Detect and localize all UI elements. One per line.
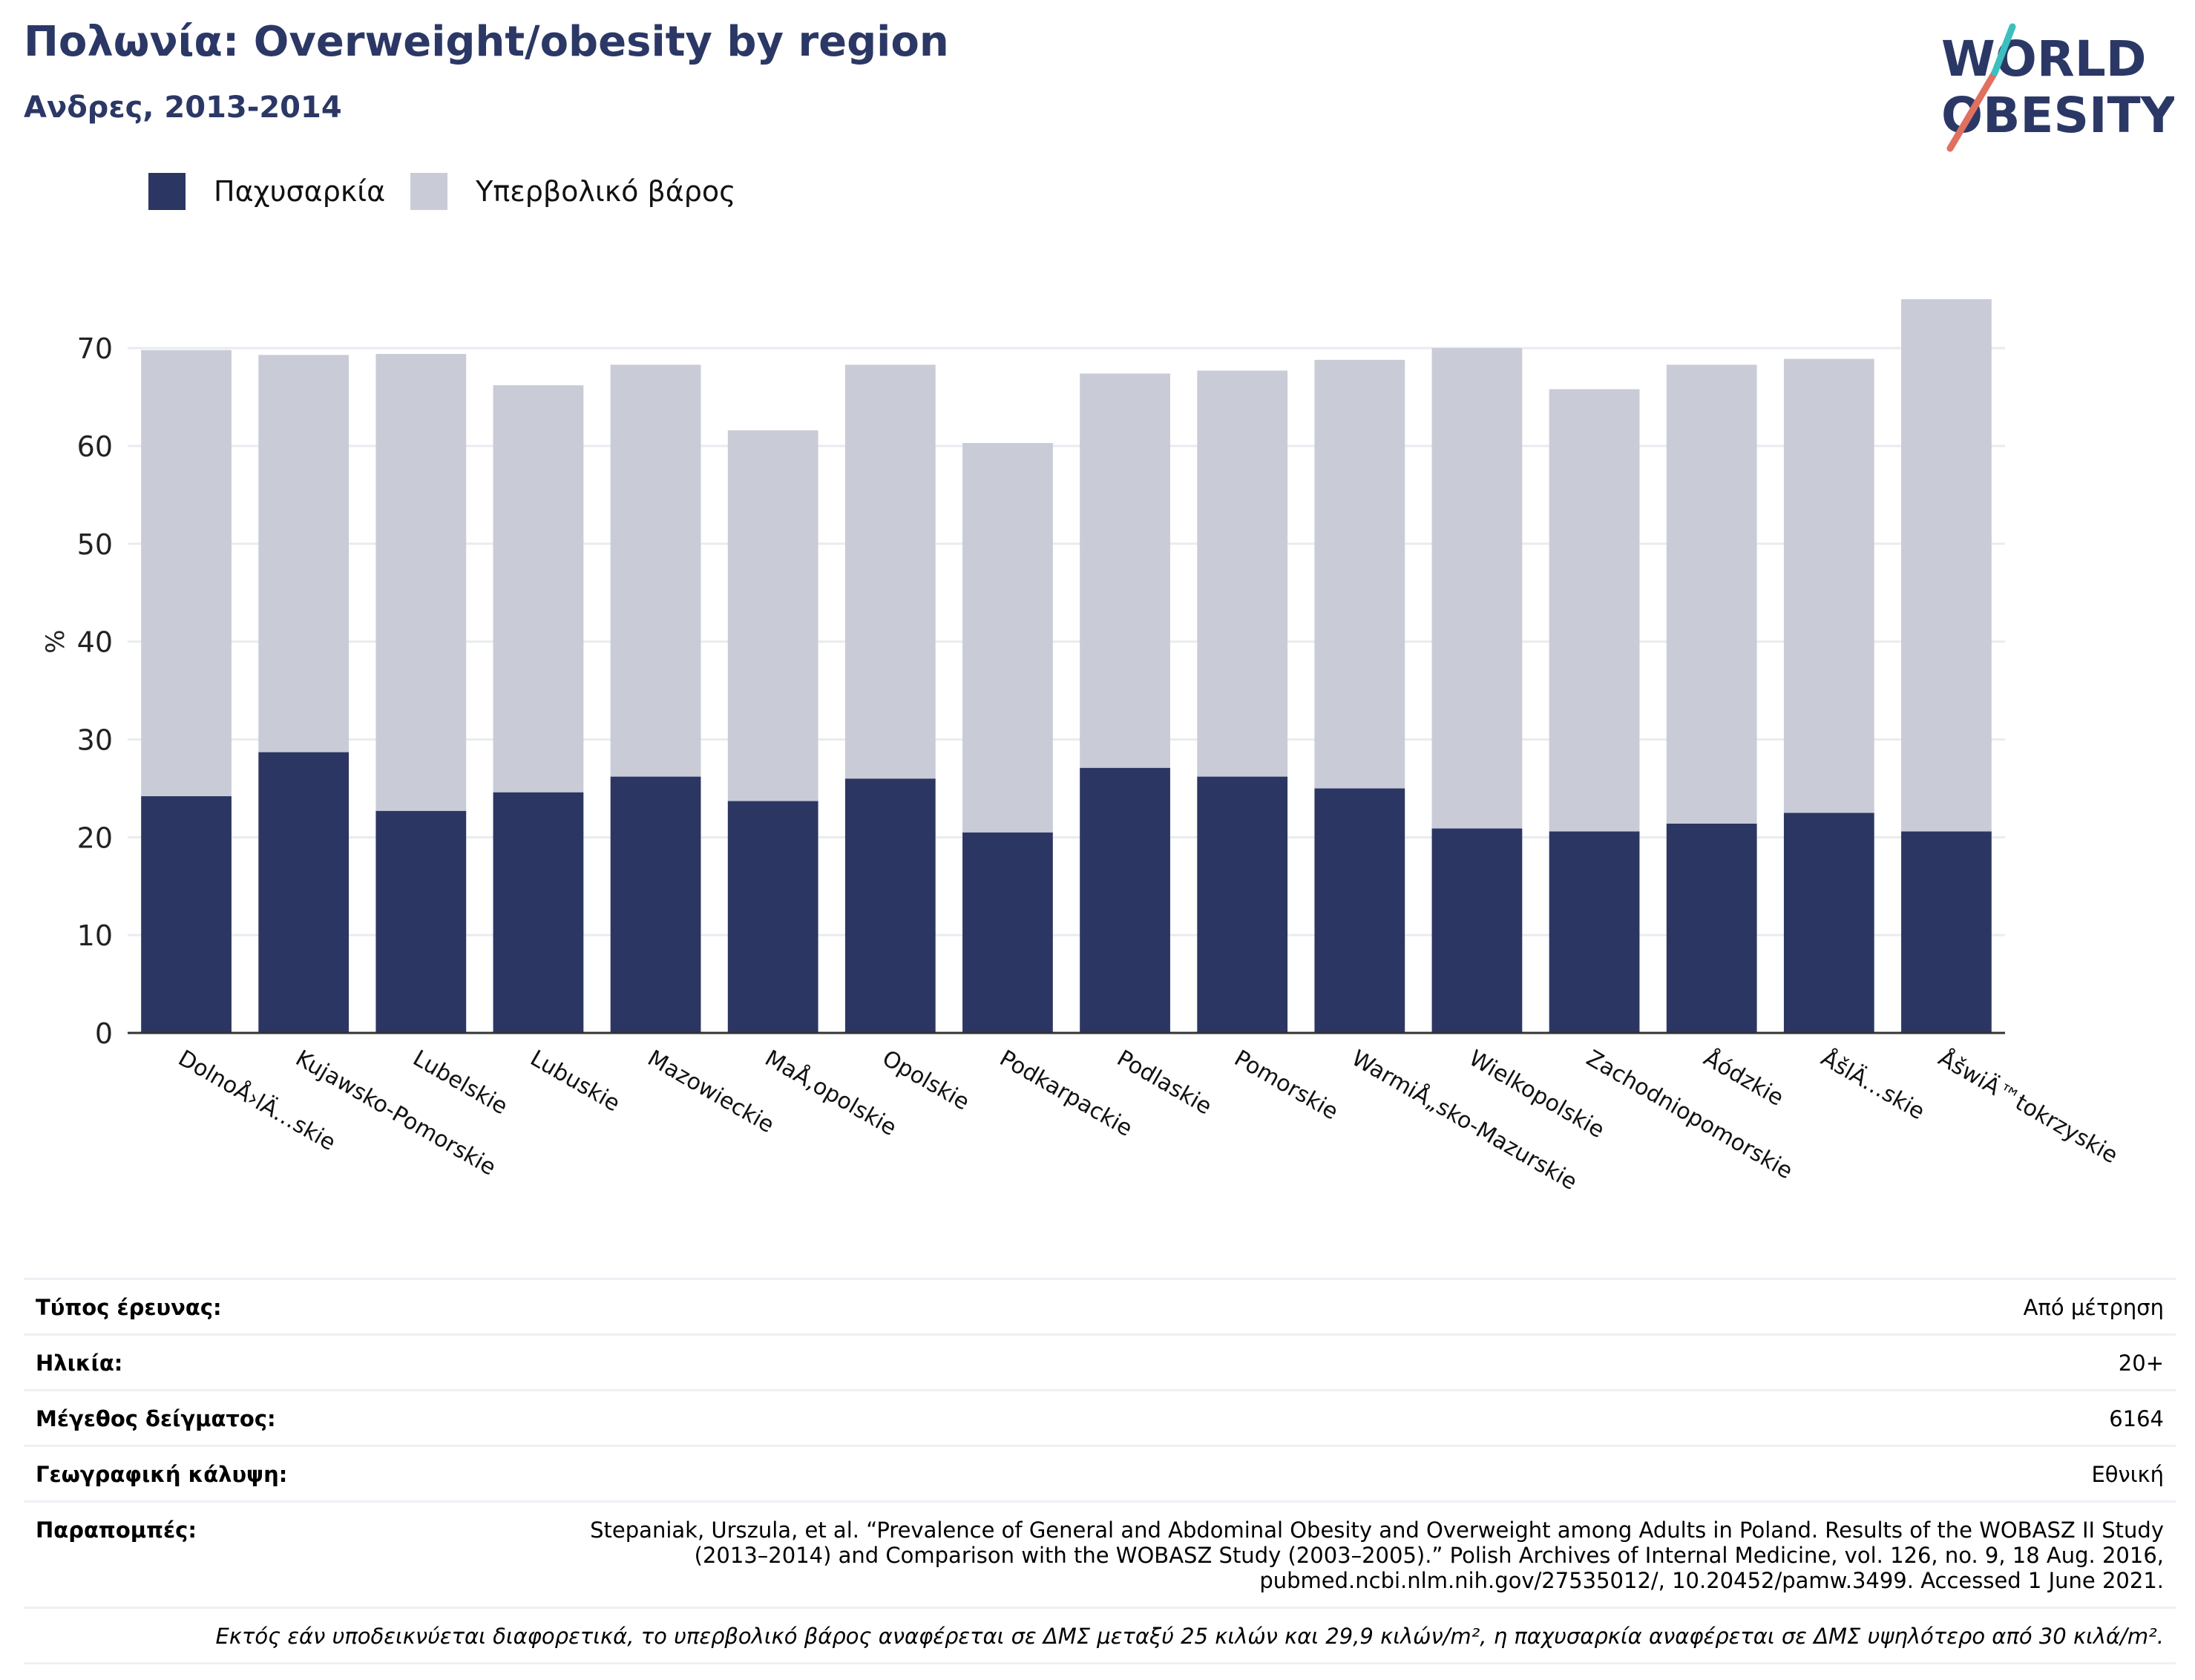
details-value: Εθνική (2091, 1462, 2164, 1487)
bar-obesity (1666, 823, 1757, 1033)
details-row-survey-type: Τύπος έρευνας: Από μέτρηση (24, 1278, 2176, 1333)
y-axis-label: % (41, 629, 70, 653)
details-key: Παραπομπές: (36, 1517, 197, 1543)
bar-obesity (610, 776, 701, 1033)
y-tick-label: 50 (77, 528, 113, 561)
details-key: Γεωγραφική κάλυψη: (36, 1462, 288, 1487)
bar-overweight (1783, 358, 1874, 813)
bar-overweight (610, 364, 701, 777)
x-tick-label: ÅšwiÄ™tokrzyskie (1934, 1045, 2122, 1169)
bar-obesity (1314, 788, 1405, 1033)
details-value: 6164 (2109, 1406, 2164, 1431)
details-value: 20+ (2118, 1351, 2164, 1376)
x-tick-label: ÅšlÄ…skie (1817, 1045, 1929, 1126)
x-tick-label: Åódzkie (1699, 1045, 1788, 1112)
legend-label-obesity: Παχυσαρκία (214, 175, 386, 208)
y-tick-label: 60 (77, 430, 113, 463)
bar-obesity (1783, 813, 1874, 1033)
chart-title: Πολωνία: Overweight/obesity by region (24, 18, 949, 66)
x-tick-label: Podkarpackie (995, 1046, 1137, 1142)
bar-overweight (1549, 389, 1640, 832)
legend-item-overweight: Υπερβολικό βάρος (410, 173, 735, 210)
logo-slash-teal (1991, 23, 2016, 76)
bar-overweight (844, 364, 936, 779)
bar-obesity (962, 832, 1053, 1033)
bar-obesity (375, 810, 467, 1033)
bar-obesity (844, 778, 936, 1033)
y-tick-label: 30 (77, 723, 113, 756)
details-key: Τύπος έρευνας: (36, 1295, 222, 1320)
bar-overweight (727, 430, 818, 801)
definition-note: Εκτός εάν υποδεικνύεται διαφορετικά, το … (24, 1607, 2176, 1664)
bar-obesity (258, 752, 350, 1033)
bar-obesity (141, 795, 232, 1033)
details-key: Ηλικία: (36, 1351, 123, 1376)
chart-legend: Παχυσαρκία Υπερβολικό βάρος (148, 169, 761, 214)
legend-swatch-obesity (148, 173, 186, 210)
x-tick-label: Kujawsko-Pomorskie (291, 1046, 500, 1181)
y-tick-label: 40 (77, 626, 113, 659)
x-tick-label: Lubuskie (526, 1046, 625, 1118)
details-key: Μέγεθος δείγματος: (36, 1406, 276, 1431)
details-row-coverage: Γεωγραφική κάλυψη: Εθνική (24, 1445, 2176, 1500)
legend-label-overweight: Υπερβολικό βάρος (476, 175, 736, 208)
x-tick-label: Lubelskie (408, 1046, 511, 1120)
details-table: Τύπος έρευνας: Από μέτρηση Ηλικία: 20+ Μ… (24, 1278, 2176, 1664)
bar-overweight (1666, 364, 1757, 824)
details-value: Από μέτρηση (2023, 1295, 2164, 1320)
logo-slash-red (1946, 69, 1998, 152)
y-tick-label: 10 (77, 919, 113, 952)
bar-overweight (493, 385, 584, 793)
legend-item-obesity: Παχυσαρκία (148, 173, 385, 210)
x-tick-label: Opolskie (878, 1046, 974, 1116)
legend-swatch-overweight (410, 173, 448, 210)
bar-obesity (1080, 767, 1170, 1033)
bar-overweight (1197, 370, 1288, 777)
x-tick-label: Podlaskie (1112, 1046, 1216, 1120)
bar-overweight (962, 442, 1053, 833)
bar-overweight (141, 350, 232, 796)
x-tick-label: MaÅ‚opolskie (761, 1045, 902, 1141)
details-row-references: Παραπομπές: Stepaniak, Urszula, et al. “… (24, 1500, 2176, 1607)
bar-overweight (1901, 299, 1992, 832)
bar-obesity (1901, 831, 1992, 1033)
references-text: Stepaniak, Urszula, et al. “Prevalence o… (590, 1517, 2164, 1593)
bar-obesity (493, 792, 584, 1033)
bar-overweight (258, 355, 350, 752)
y-tick-label: 20 (77, 821, 113, 854)
y-tick-label: 70 (77, 332, 113, 365)
x-tick-label: Pomorskie (1230, 1046, 1342, 1126)
logo-line1: WORLD (1941, 30, 2147, 88)
bar-obesity (1197, 776, 1288, 1033)
bar-obesity (1431, 828, 1523, 1033)
world-obesity-logo: WORLD OBESITY (1941, 23, 2174, 152)
bar-chart: 010203040506070%DolnoÅ›lÄ…skieKujawsko-P… (41, 299, 2122, 1195)
details-row-age: Ηλικία: 20+ (24, 1333, 2176, 1389)
bar-overweight (1080, 373, 1170, 768)
y-tick-label: 0 (95, 1017, 113, 1050)
x-tick-label: Mazowieckie (643, 1046, 778, 1138)
bar-obesity (727, 801, 818, 1033)
bar-overweight (1314, 359, 1405, 789)
x-tick-label: Zachodniopomorskie (1582, 1046, 1797, 1185)
chart-subtitle: Ανδρες, 2013-2014 (24, 91, 342, 125)
bar-obesity (1549, 831, 1640, 1033)
bar-overweight (1431, 348, 1523, 829)
details-row-sample-size: Μέγεθος δείγματος: 6164 (24, 1389, 2176, 1445)
bar-overweight (375, 354, 467, 811)
